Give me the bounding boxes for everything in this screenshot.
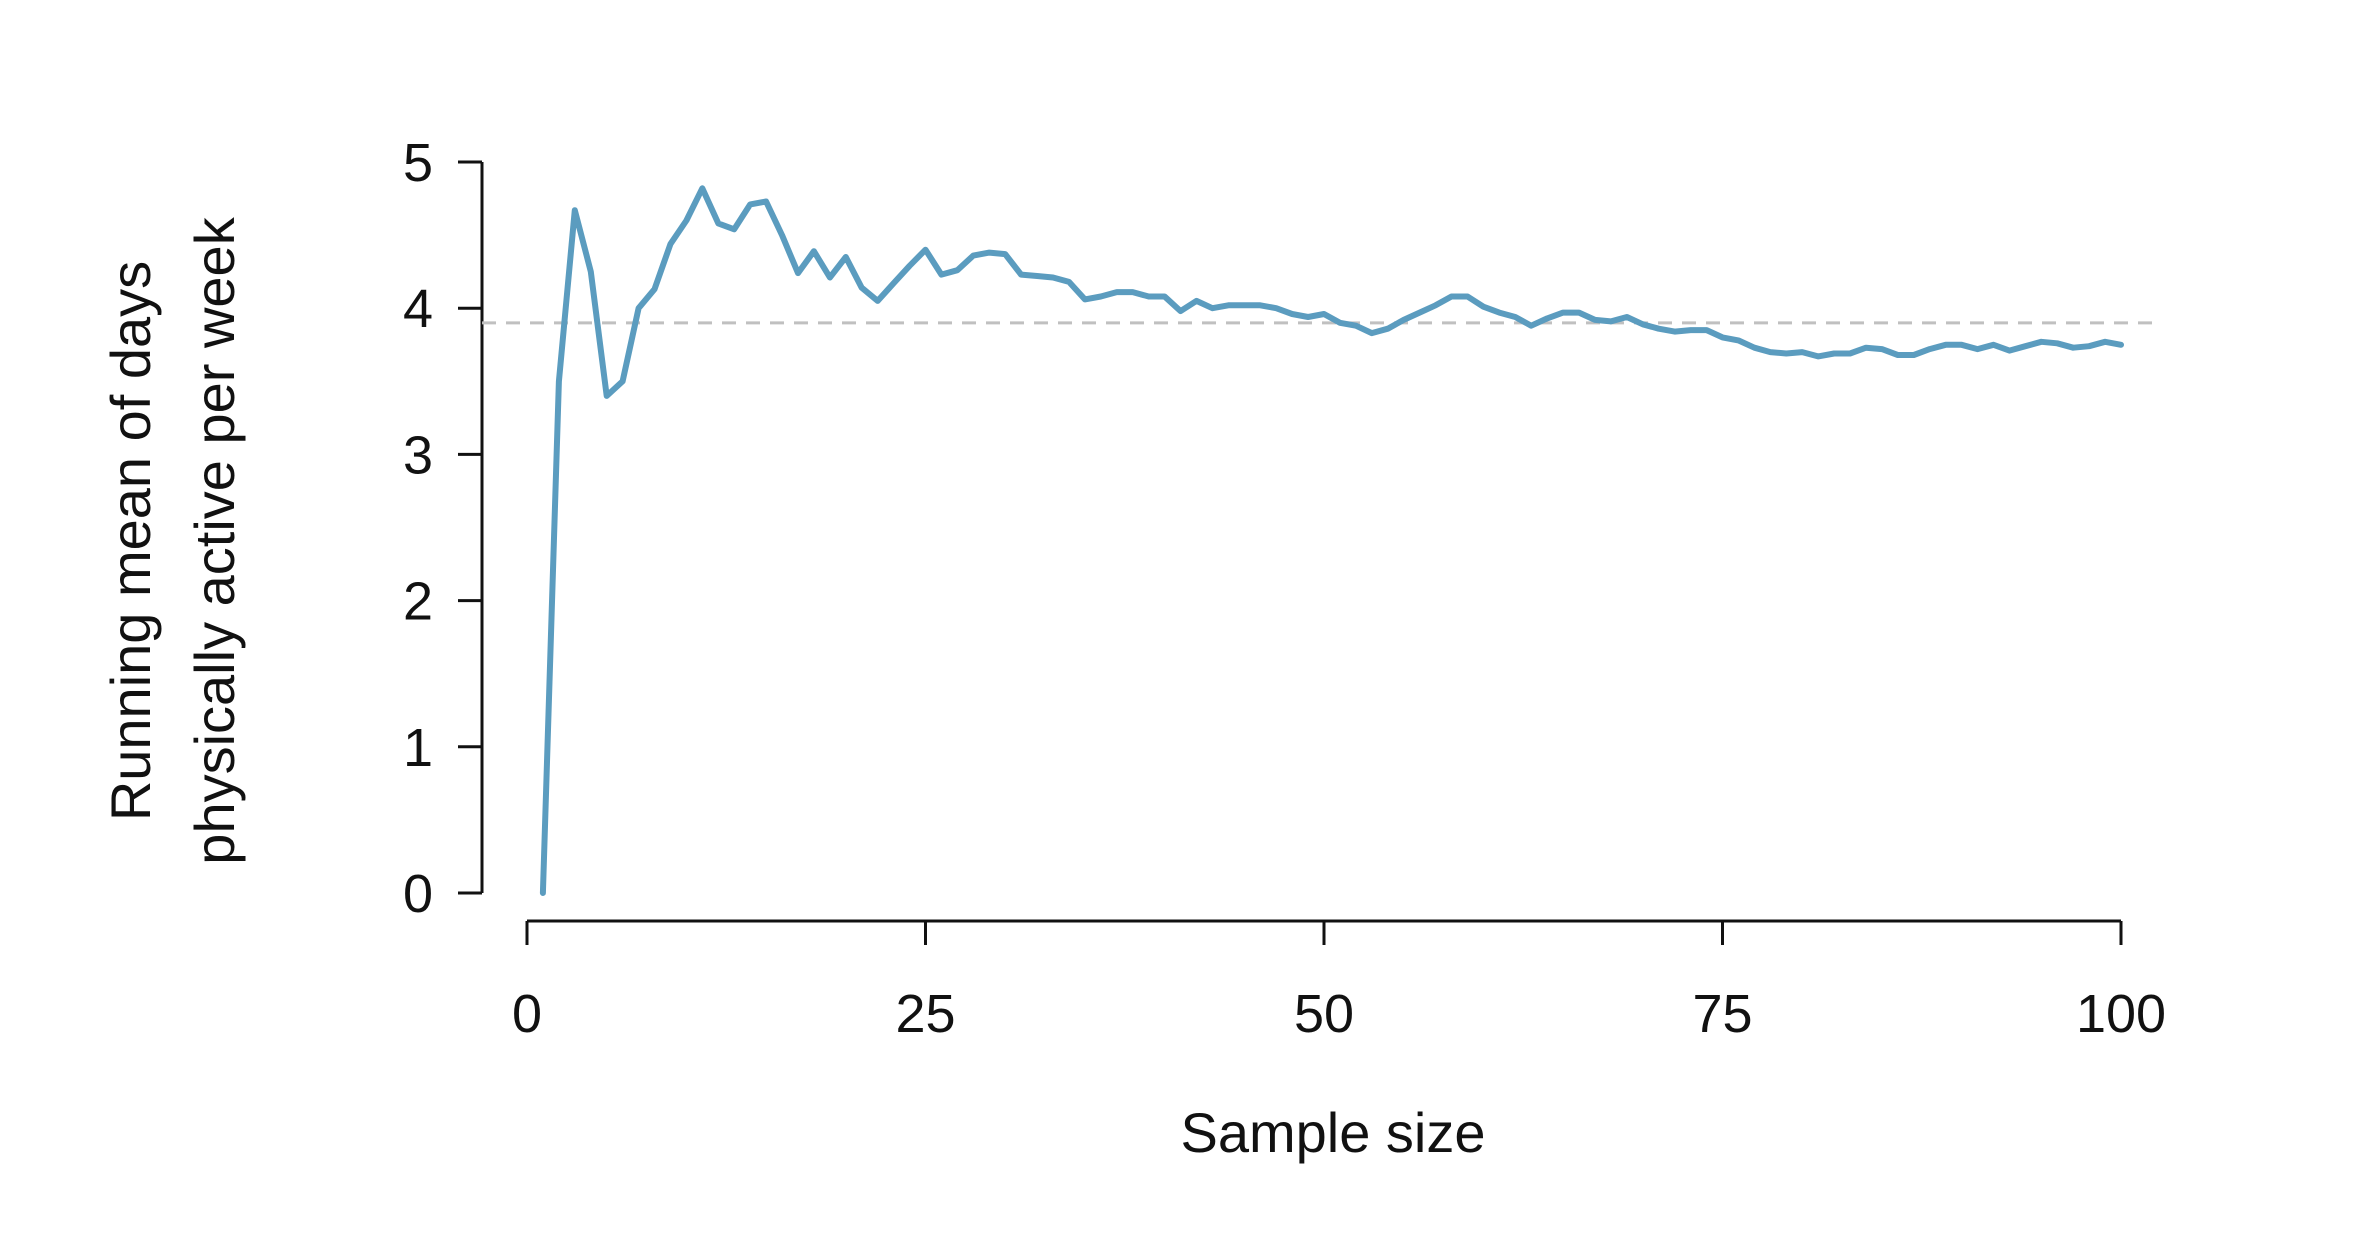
x-tick-label: 100 xyxy=(2076,984,2166,1044)
x-tick-label: 75 xyxy=(1692,984,1752,1044)
series-layer xyxy=(539,185,2124,896)
x-tick-label: 25 xyxy=(895,984,955,1044)
y-axis: 0 1 2 3 4 5 xyxy=(403,133,484,924)
y-axis-title: Running mean of days physically active p… xyxy=(99,216,246,864)
y-tick-label: 5 xyxy=(403,133,433,193)
y-tick-label: 3 xyxy=(403,425,433,485)
y-tick-label: 1 xyxy=(403,718,433,778)
y-axis-title-line-2: physically active per week xyxy=(183,216,246,864)
y-tick-label: 0 xyxy=(403,864,433,924)
series-line xyxy=(539,185,2124,896)
x-tick-label: 0 xyxy=(512,984,542,1044)
y-tick-label: 2 xyxy=(403,572,433,632)
y-tick-label: 4 xyxy=(403,279,433,339)
x-tick-label: 50 xyxy=(1294,984,1354,1044)
x-axis: 0 25 50 75 100 xyxy=(512,919,2166,1044)
y-axis-title-line-1: Running mean of days xyxy=(99,261,162,821)
x-axis-title: Sample size xyxy=(1180,1101,1485,1164)
